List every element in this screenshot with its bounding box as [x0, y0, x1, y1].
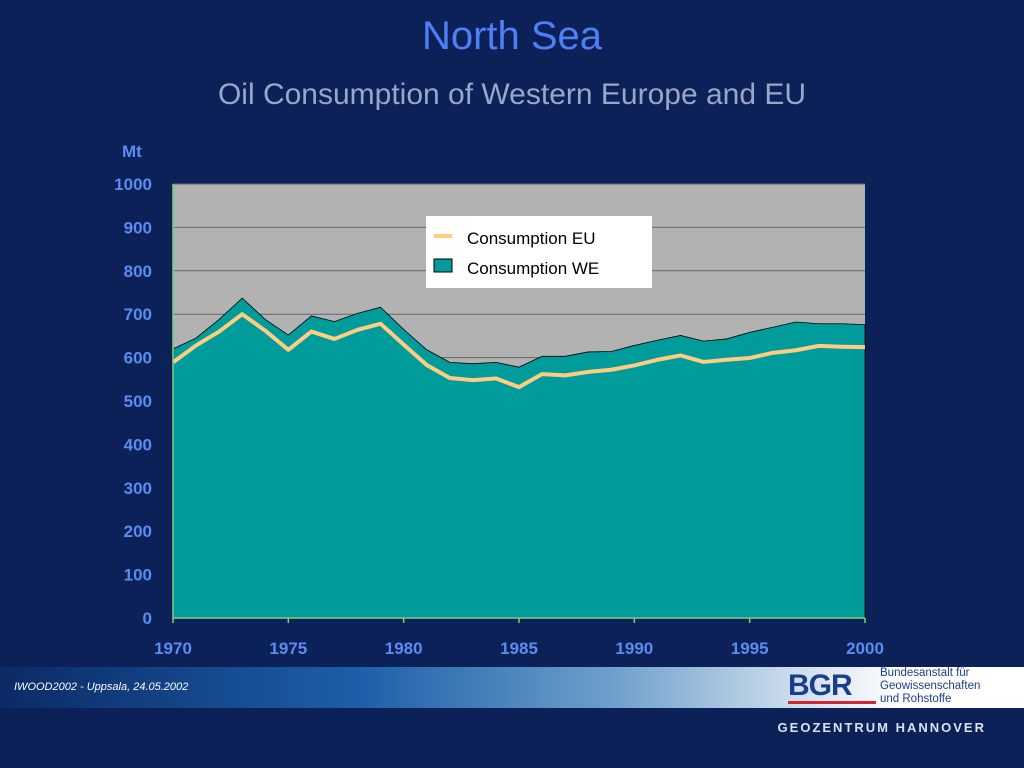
series-areas: [171, 297, 866, 619]
y-tick-label-200: 200: [124, 522, 152, 541]
x-tick-label-1995: 1995: [731, 639, 769, 658]
x-tick-labels: 1970 1975 1980 1985 1990 1995 2000: [154, 639, 884, 658]
x-tick-label-2000: 2000: [846, 639, 884, 658]
footer-band: IWOOD2002 - Uppsala, 24.05.2002 BGR Bund…: [0, 667, 1024, 708]
bgr-logo-words: Bundesanstalt für Geowissenschaften und …: [880, 667, 980, 706]
y-tick-label-700: 700: [124, 305, 152, 324]
bgr-logo-underline: [788, 701, 876, 704]
geozentrum-hannover-text: GEOZENTRUM HANNOVER: [777, 720, 986, 735]
logo-line-3: und Rohstoffe: [880, 693, 952, 705]
slide-title: North Sea: [421, 14, 603, 58]
y-tick-label-400: 400: [124, 435, 152, 454]
legend-box: [426, 216, 652, 288]
axes: [172, 184, 866, 623]
bgr-logo-mark: BGR: [788, 669, 853, 702]
logo-line-1: Bundesanstalt für: [880, 667, 970, 679]
line-consumption-eu: [171, 312, 866, 390]
x-tick-label-1990: 1990: [615, 639, 653, 658]
x-tick-label-1985: 1985: [500, 639, 538, 658]
slide-subtitle: Oil Consumption of Western Europe and EU: [217, 78, 807, 111]
y-tick-label-300: 300: [124, 479, 152, 498]
y-tick-label-900: 900: [124, 218, 152, 237]
y-tick-label-600: 600: [124, 349, 152, 368]
y-tick-label-1000: 1000: [114, 175, 152, 194]
y-tick-labels: 0 100 200 300 400 500 600 700 800 900 1000: [114, 175, 152, 628]
x-tick-label-1980: 1980: [385, 639, 423, 658]
area-consumption-we: [172, 297, 866, 619]
legend-swatch-we: [433, 258, 453, 273]
x-tick-label-1970: 1970: [154, 639, 192, 658]
y-tick-label-800: 800: [124, 262, 152, 281]
legend-label-we: Consumption WE: [467, 259, 599, 278]
footer-event-text: IWOOD2002 - Uppsala, 24.05.2002: [14, 681, 189, 693]
logo-line-2: Geowissenschaften: [880, 680, 981, 692]
y-tick-label-500: 500: [124, 392, 152, 411]
bgr-logo: BGR Bundesanstalt für Geowissenschaften …: [786, 667, 1024, 708]
legend: Consumption EU Consumption WE: [426, 216, 652, 288]
y-axis-unit-label: Mt: [122, 142, 142, 161]
y-tick-label-0: 0: [143, 609, 152, 628]
y-tick-label-100: 100: [124, 566, 152, 585]
x-tick-label-1975: 1975: [269, 639, 307, 658]
legend-label-eu: Consumption EU: [467, 229, 596, 248]
